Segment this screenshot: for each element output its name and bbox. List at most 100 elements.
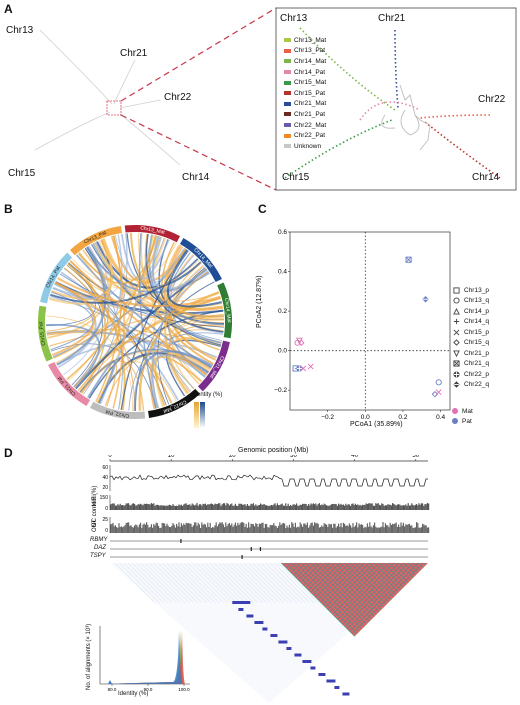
c-shape-legend-item: Chr13_p <box>452 285 489 296</box>
d-dotplot-block <box>262 627 268 631</box>
c-shape-legend-label: Chr13_q <box>464 297 489 305</box>
chord-ribbon <box>168 271 209 385</box>
chord-ribbon <box>54 283 97 369</box>
c-xlabel: PCoA1 (35.89%) <box>350 421 403 428</box>
chord-ribbon <box>172 318 224 382</box>
c-shape-legend-item: Chr21_p <box>452 348 489 359</box>
hist-peak <box>100 630 184 684</box>
a-legend-item: Chr15_Pat <box>284 88 326 99</box>
d-ont-tick: 0 <box>105 528 108 534</box>
panel-a-graph <box>34 7 517 191</box>
a-legend-label: Chr13_Pat <box>294 47 326 55</box>
d-gene-tspy: TSPY <box>90 553 106 559</box>
a-legend-item: Chr13_Pat <box>284 46 326 57</box>
d-dotplot-block <box>246 614 254 618</box>
d-hifi-tick: 0 <box>105 506 108 512</box>
chord-ribbon <box>53 236 162 359</box>
d-gene-mark <box>250 547 252 551</box>
d-gene-rbmy: RBMY <box>90 537 108 543</box>
d-xtick-label: 10 <box>168 455 175 459</box>
d-gc-tick: 60 <box>102 465 108 471</box>
panel-label-d: D <box>4 446 13 460</box>
a-legend-swatch <box>284 59 291 64</box>
a-legend-item: Chr22_Mat <box>284 120 326 131</box>
d-dotplot-block <box>310 666 316 670</box>
chord-ribbon <box>57 277 221 307</box>
d-gc-line <box>109 474 428 487</box>
chord-ribbon <box>151 354 206 409</box>
c-point <box>453 339 460 346</box>
a-legend: Chr13_Mat Chr13_Pat Chr14_Mat Chr14_Pat Chr1… <box>284 35 326 152</box>
a-legend-swatch <box>284 101 291 106</box>
d-dotplot-block <box>286 647 292 650</box>
c-shape-legend-item: Chr15_q <box>452 338 489 349</box>
c-shape-legend-glyph <box>453 350 460 357</box>
chord-ribbon <box>46 323 101 389</box>
c-shape-legend-label: Chr15_p <box>464 328 489 336</box>
chord-segment <box>197 340 230 392</box>
a-legend-item: Unknown <box>284 141 326 152</box>
c-shape-legend-label: Chr22_p <box>464 370 489 378</box>
c-point <box>453 350 460 357</box>
d-identity-histogram: 80.0 90.0 100.0 <box>99 626 190 692</box>
chord-segment-label: Chr14_Mat <box>223 298 232 324</box>
chord-segment-label: Chr13_Mat <box>140 225 166 236</box>
c-point <box>296 365 303 372</box>
hist-peak <box>100 630 183 684</box>
chord-segment <box>70 226 122 256</box>
c-xtick-label: −0.2 <box>321 414 334 421</box>
c-shape-legend-label: Chr21_p <box>464 349 489 357</box>
c-point <box>422 296 429 303</box>
chord-ribbon <box>49 233 128 303</box>
chord-ribbon <box>151 236 186 283</box>
panel-c-pcoa-plot: −0.2 0.0 0.2 0.4 −0.2 0.0 0.2 0.4 0.6 <box>274 229 451 421</box>
chord-ribbon <box>167 249 222 308</box>
chord-ribbon <box>128 332 224 411</box>
c-color-legend-item: Mat <box>452 406 473 416</box>
c-color-legend-label: Mat <box>462 407 473 415</box>
c-point <box>453 307 460 315</box>
a-inset-chr22: Chr22 <box>478 94 506 105</box>
a-legend-item: Chr14_Mat <box>284 56 326 67</box>
chord-ribbon <box>87 360 116 404</box>
d-gene-mark <box>241 555 243 559</box>
c-shape-legend-glyph <box>453 297 460 304</box>
chord-ribbon <box>59 273 224 328</box>
a-legend-item: Chr21_Pat <box>284 109 326 120</box>
chord-ribbon <box>73 234 123 387</box>
chord-segment <box>148 388 200 418</box>
c-shape-legend-glyph <box>453 329 460 336</box>
c-shape-legend: Chr13_p Chr13_q Chr14_p Chr14_q Chr15_p Chr15… <box>452 285 489 390</box>
panel-label-c: C <box>258 202 267 216</box>
c-shape-legend-glyph <box>453 371 460 378</box>
a-legend-label: Chr15_Pat <box>294 89 326 97</box>
panel-label-b: B <box>4 202 13 216</box>
chord-ribbon <box>46 329 221 347</box>
chord-segment <box>38 305 53 362</box>
c-xtick-label: 0.2 <box>398 414 407 421</box>
c-ytick-label: 0.2 <box>278 308 287 315</box>
c-shape-legend-item: Chr22_q <box>452 380 489 391</box>
d-dotplot-block <box>238 608 244 611</box>
d-ont-tick: 25 <box>102 517 108 523</box>
a-legend-item: Chr14_Pat <box>284 67 326 78</box>
c-shape-legend-glyph <box>453 381 460 388</box>
c-shape-legend-glyph <box>453 287 460 294</box>
d-track-ont-label: ONT <box>92 519 98 532</box>
panel-label-a: A <box>4 2 13 16</box>
d-gene-mark <box>180 539 182 543</box>
c-shape-legend-glyph <box>453 360 460 367</box>
c-point <box>453 360 460 367</box>
c-ylabel: PCoA2 (12.87%) <box>256 275 263 328</box>
c-shape-legend-glyph <box>453 307 460 315</box>
chord-ribbon <box>63 267 136 412</box>
c-point <box>431 390 439 398</box>
a-legend-item: Chr22_Pat <box>284 130 326 141</box>
c-shape-legend-label: Chr14_p <box>464 307 489 315</box>
a-legend-label: Chr22_Mat <box>294 121 327 129</box>
chord-ribbon <box>112 235 125 409</box>
a-legend-label: Chr21_Pat <box>294 110 326 118</box>
d-hist-ylabel: No. of alignments (× 10³) <box>86 623 92 690</box>
c-shape-legend-glyph <box>453 339 460 346</box>
c-shape-legend-item: Chr13_q <box>452 296 489 307</box>
